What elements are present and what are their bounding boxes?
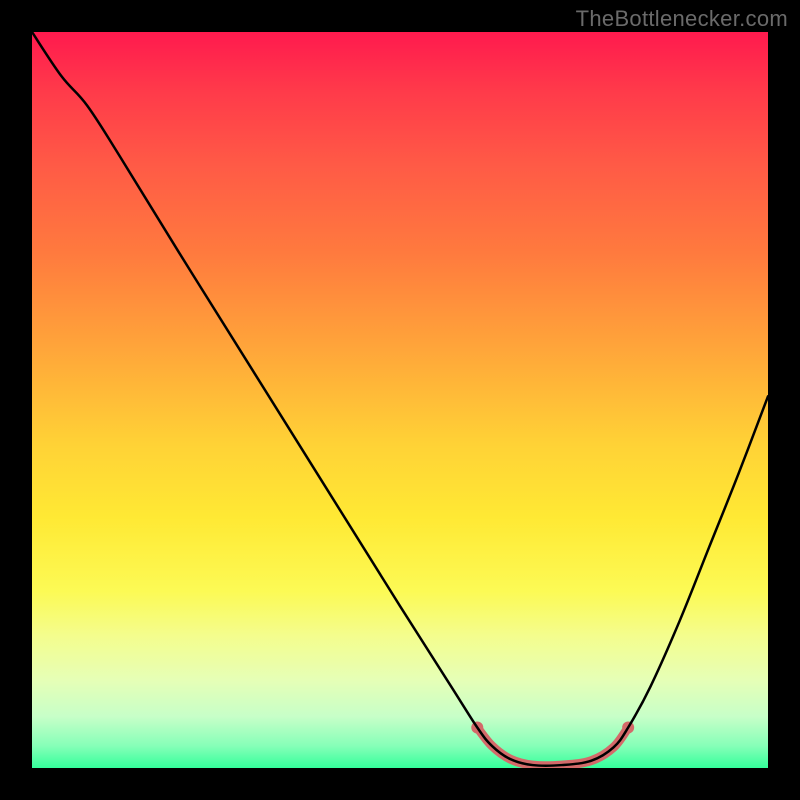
main-curve [32, 32, 768, 766]
watermark-text: TheBottlenecker.com [576, 6, 788, 32]
plot-area [32, 32, 768, 768]
highlight-segment [477, 728, 628, 766]
curve-layer [32, 32, 768, 768]
